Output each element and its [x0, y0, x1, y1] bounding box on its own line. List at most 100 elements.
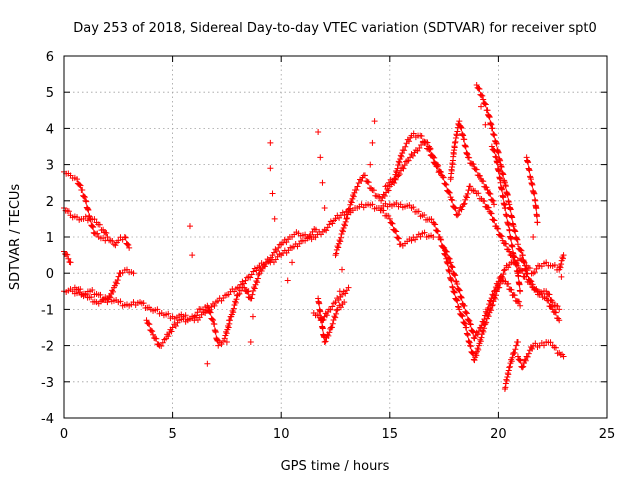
data-point-track-m: [463, 310, 470, 317]
data-point-track-f: [194, 309, 201, 316]
data-point-track-i: [487, 210, 494, 217]
data-point-track-f: [248, 295, 255, 302]
data-point-track-m: [441, 244, 448, 251]
data-point-track-l: [457, 124, 464, 131]
data-point-track-l: [487, 190, 494, 197]
data-point-track-i: [548, 303, 555, 310]
data-point-track-m: [491, 288, 498, 295]
data-point-track-h: [319, 325, 326, 332]
data-point-track-m: [480, 319, 487, 326]
data-point-track-e: [449, 284, 456, 291]
data-point-track-h: [341, 299, 348, 306]
data-point-track-e: [438, 236, 445, 243]
data-point-track-o: [488, 143, 495, 150]
data-point-track-c: [67, 259, 74, 266]
data-point-spikes: [269, 190, 276, 197]
data-point-track-a: [77, 182, 84, 189]
data-point-track-q: [506, 364, 513, 371]
data-point-track-j: [436, 168, 443, 175]
data-point-track-o: [502, 205, 509, 212]
data-point-track-f: [236, 290, 243, 297]
data-point-track-i: [370, 187, 377, 194]
y-tick-label: 0: [46, 267, 54, 282]
data-point-track-l: [464, 151, 471, 158]
data-point-track-i: [463, 194, 470, 201]
data-point-spikes: [530, 234, 537, 240]
y-axis-label: SDTVAR / TECUs: [8, 184, 23, 291]
y-tick-label: 2: [46, 195, 54, 210]
data-point-track-e: [440, 244, 447, 251]
data-point-track-i: [335, 244, 342, 251]
data-point-track-e: [492, 292, 499, 299]
y-tick-label: -2: [41, 340, 54, 355]
data-point-track-n: [512, 228, 519, 235]
data-point-track-m: [496, 275, 503, 282]
data-point-track-c: [64, 251, 71, 258]
data-point-track-e: [560, 252, 567, 259]
data-point-track-a: [82, 197, 89, 204]
data-point-track-o: [515, 273, 522, 280]
data-point-track-m: [483, 310, 490, 317]
data-point-track-n: [502, 183, 509, 190]
data-point-track-j: [402, 143, 409, 150]
data-point-track-f: [269, 252, 276, 259]
data-point-track-e: [458, 312, 465, 319]
data-point-track-i: [346, 205, 353, 212]
data-point-track-i: [361, 172, 368, 179]
data-point-track-i: [337, 238, 344, 245]
data-point-track-f: [218, 341, 225, 348]
data-point-track-k: [421, 229, 428, 236]
data-point-track-m: [516, 298, 523, 305]
data-point-track-e: [454, 297, 461, 304]
data-point-track-n: [507, 206, 514, 213]
data-point-track-m: [446, 255, 453, 262]
data-point-track-o: [500, 194, 507, 201]
data-point-track-f: [275, 244, 282, 251]
data-point-track-a: [80, 193, 87, 200]
data-point-track-f: [209, 316, 216, 323]
data-point-track-e: [480, 328, 487, 335]
data-point-track-o: [511, 253, 518, 260]
data-point-track-e: [433, 227, 440, 234]
data-point-track-q: [513, 342, 520, 349]
data-point-track-e: [77, 286, 84, 293]
data-point-track-h: [317, 308, 324, 315]
data-point-track-i: [448, 196, 455, 203]
data-point-spikes: [315, 129, 322, 136]
data-point-track-j: [424, 139, 431, 146]
data-point-track-f: [241, 284, 248, 291]
data-point-track-q: [509, 354, 516, 361]
data-point-track-n: [486, 114, 493, 121]
data-point-track-f: [207, 309, 214, 316]
data-point-track-j: [406, 138, 413, 145]
data-point-track-f: [221, 335, 228, 342]
data-point-track-e: [106, 294, 113, 301]
data-point-track-e: [393, 199, 400, 206]
data-point-track-e: [444, 260, 451, 267]
data-point-track-f: [233, 296, 240, 303]
data-point-track-n: [513, 235, 520, 242]
data-point-track-r: [526, 167, 533, 174]
data-point-track-l: [486, 190, 493, 197]
data-point-track-e: [450, 288, 457, 295]
data-point-track-k: [393, 228, 400, 235]
data-point-track-p: [522, 357, 529, 364]
data-point-track-a: [81, 194, 88, 201]
data-point-track-l: [460, 132, 467, 139]
data-point-track-i: [354, 183, 361, 190]
data-point-track-i: [506, 248, 513, 255]
data-point-track-a: [124, 241, 131, 248]
data-point-track-n: [519, 252, 526, 259]
data-point-track-e: [559, 255, 566, 262]
data-point-track-d: [113, 280, 120, 287]
data-point-track-i: [494, 225, 501, 232]
data-point-track-i: [353, 187, 360, 194]
data-point-track-b: [87, 215, 94, 222]
data-point-track-l: [490, 197, 497, 204]
x-tick-label: 15: [382, 427, 399, 442]
x-axis-label: GPS time / hours: [281, 459, 390, 474]
data-point-track-e: [432, 221, 439, 228]
data-point-track-f: [254, 279, 261, 286]
data-point-track-i: [333, 250, 340, 257]
data-point-track-f: [145, 320, 152, 327]
